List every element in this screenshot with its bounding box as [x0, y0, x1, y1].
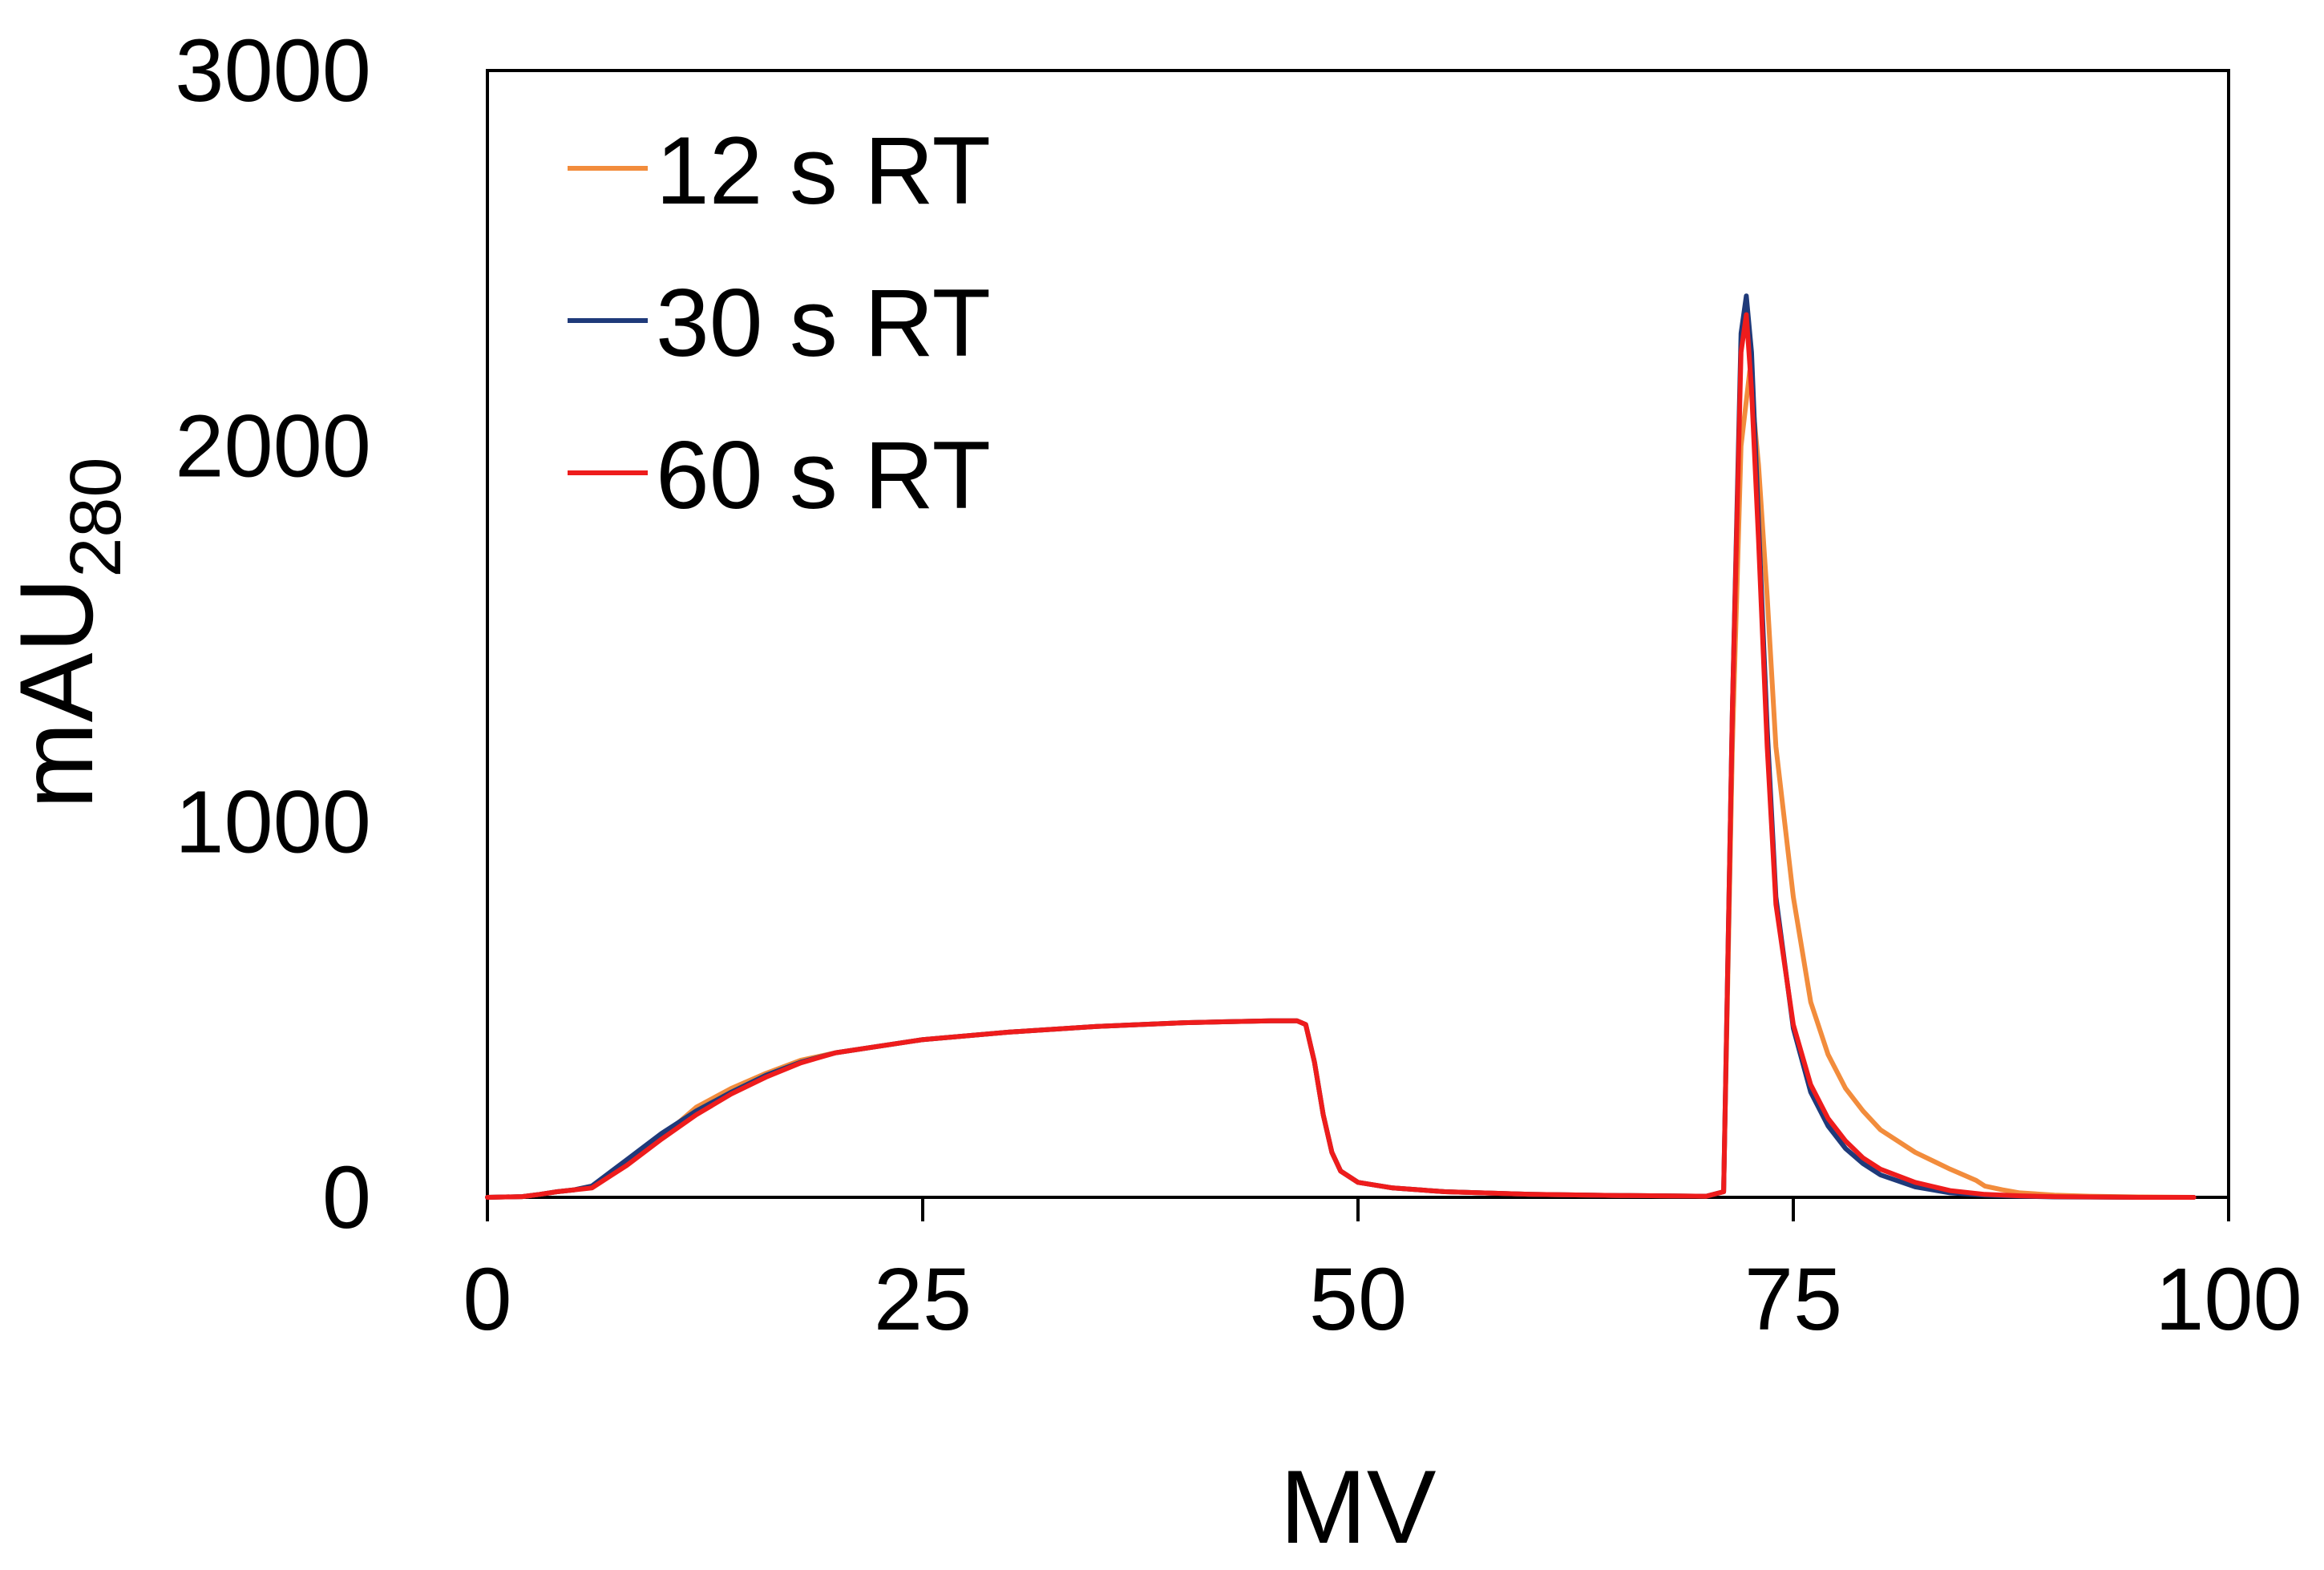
legend: 12 s RT 30 s RT 60 s RT	[568, 117, 991, 529]
series-line-3	[485, 312, 2197, 1200]
legend-label: 12 s RT	[656, 117, 991, 224]
x-tick-label: 25	[874, 1250, 972, 1349]
x-tick-label: 100	[2155, 1250, 2302, 1349]
plot-area-frame	[486, 69, 2230, 1199]
y-tick-label: 1000	[175, 773, 371, 871]
x-tick-label: 0	[463, 1250, 511, 1349]
y-tick-label: 3000	[175, 22, 371, 120]
x-axis-title: MV	[1280, 1448, 1437, 1565]
y-tick-label: 0	[322, 1148, 371, 1247]
x-tick-label: 50	[1309, 1250, 1407, 1349]
legend-label: 30 s RT	[656, 269, 991, 377]
legend-label: 60 s RT	[656, 422, 991, 529]
y-tick-label: 2000	[175, 398, 371, 496]
y-axis-title: mAU280	[0, 457, 136, 809]
y-axis-title-subscript: 280	[56, 457, 136, 577]
y-axis-title-main: mAU	[0, 578, 115, 809]
x-tick-label: 75	[1744, 1250, 1842, 1349]
